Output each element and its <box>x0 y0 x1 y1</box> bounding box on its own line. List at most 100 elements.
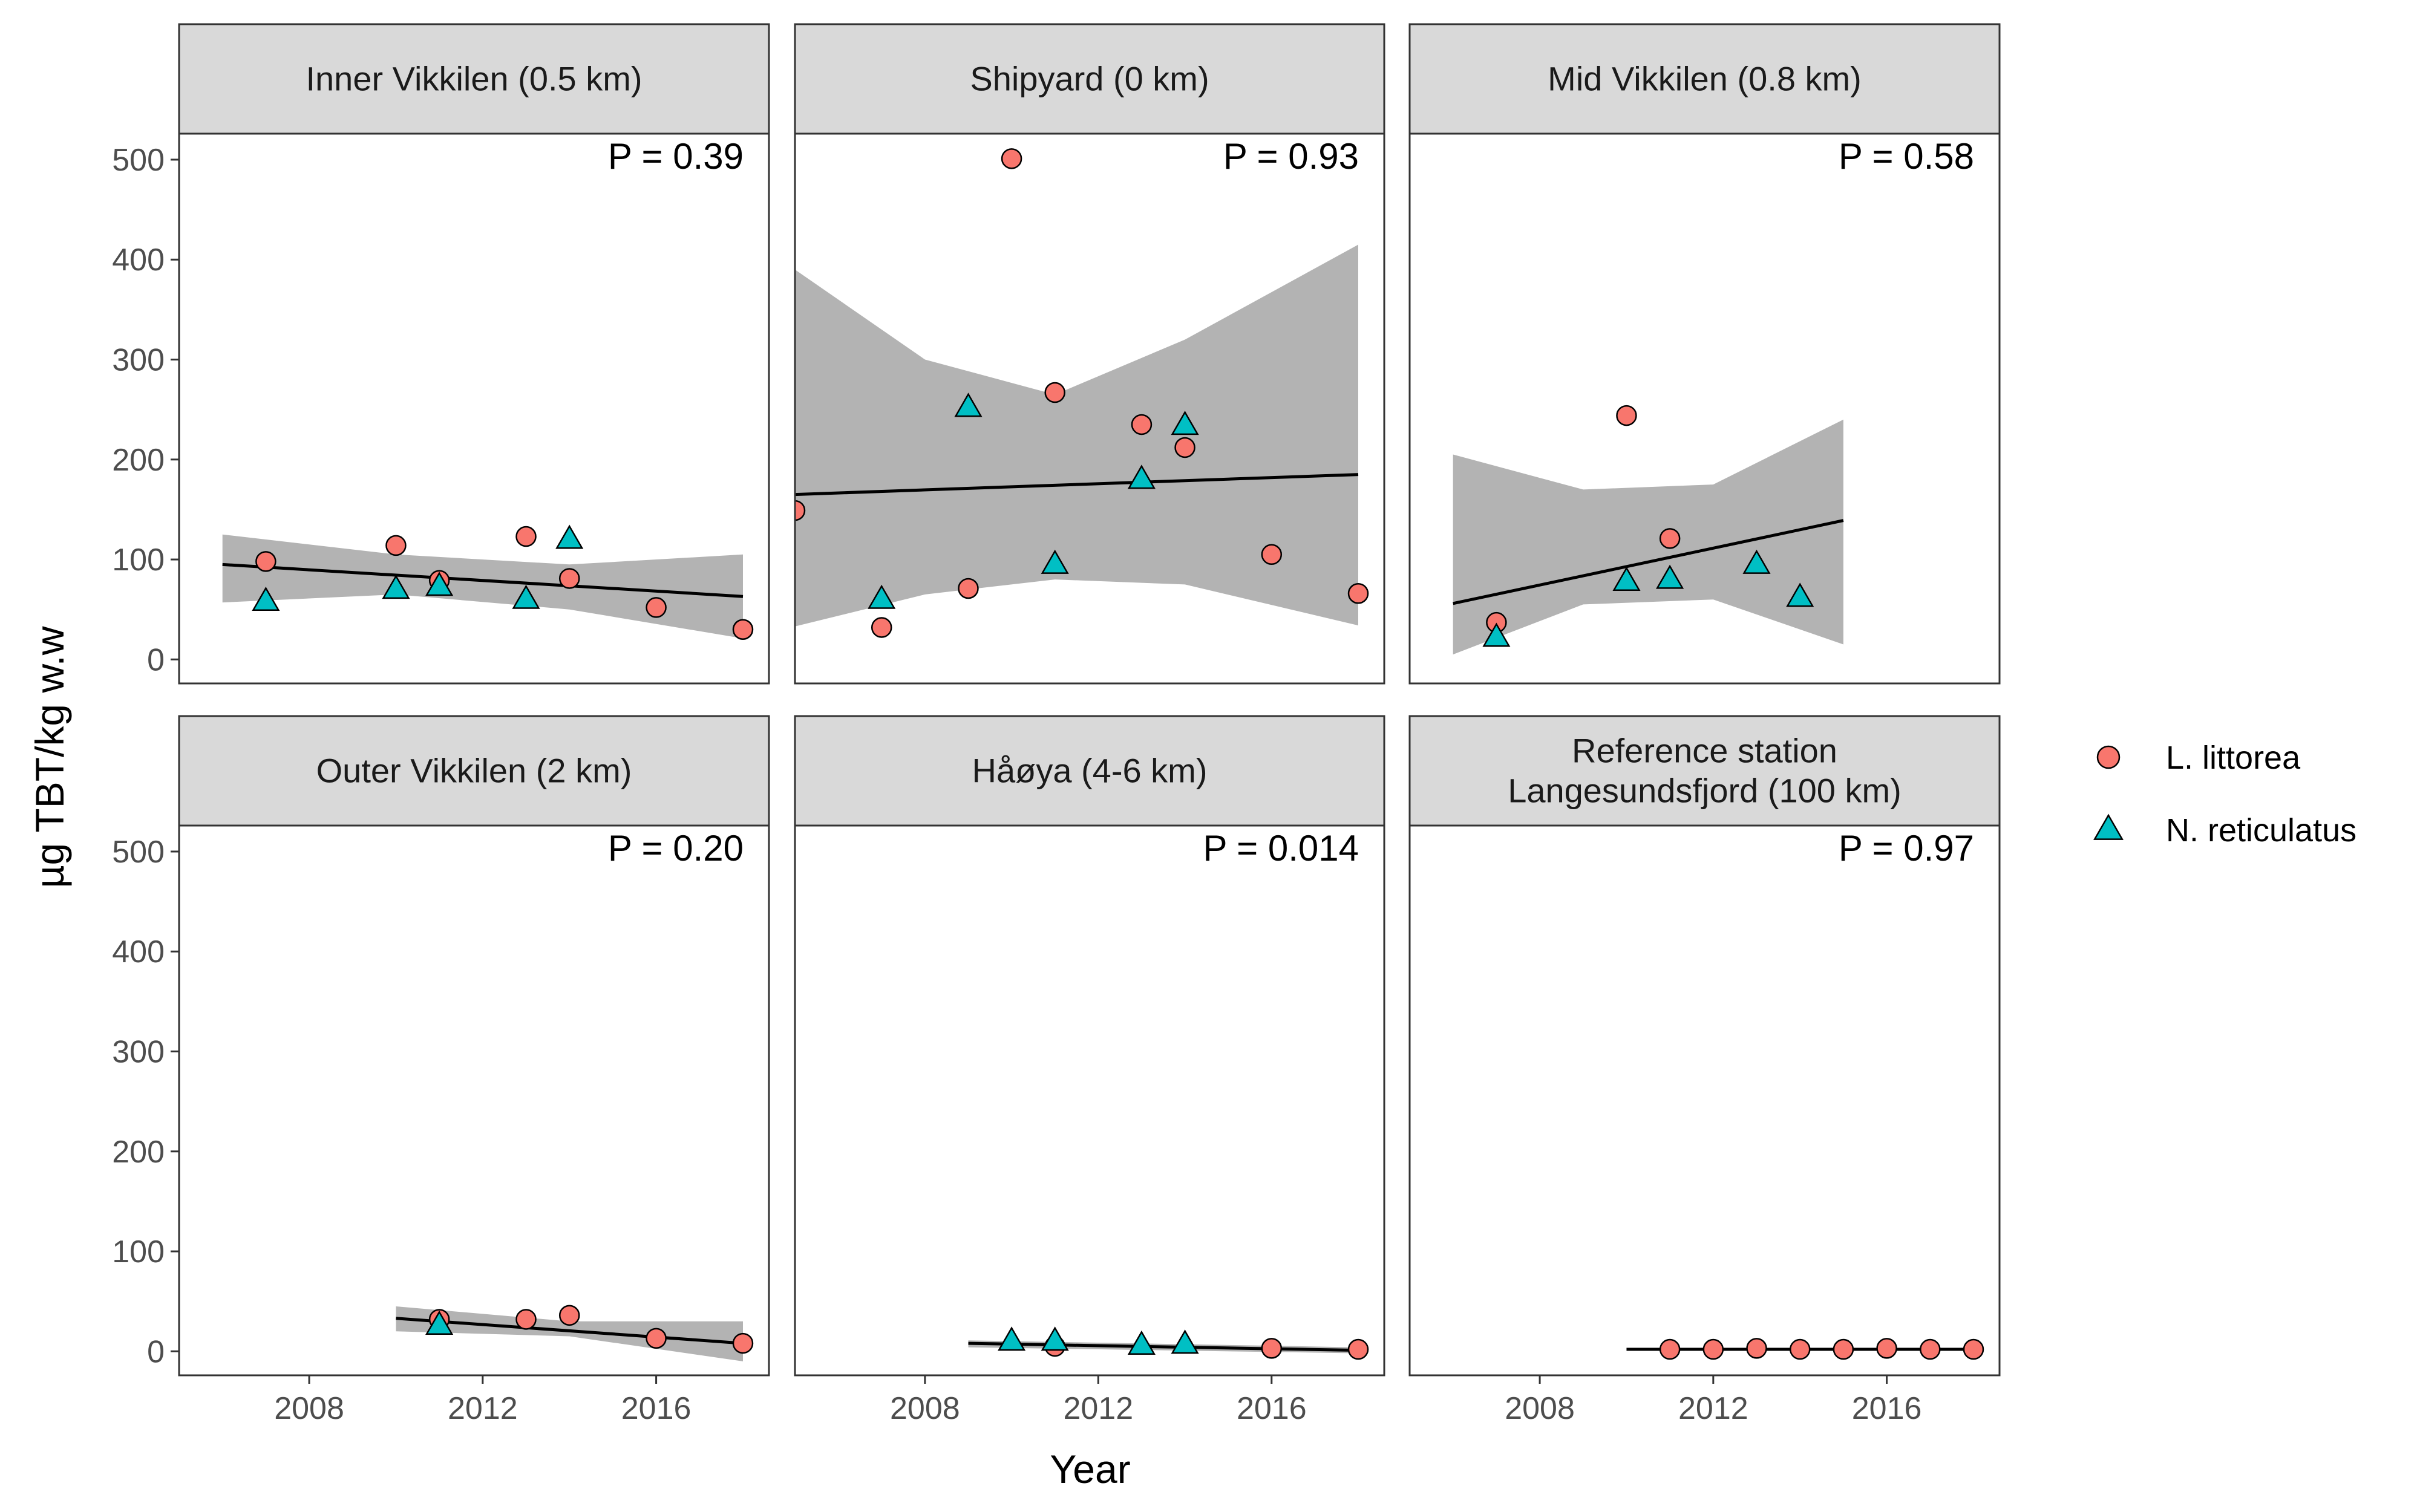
x-tick-label: 2008 <box>274 1391 344 1426</box>
panel-content <box>1453 405 1844 655</box>
data-point-l-littorea <box>1616 405 1637 426</box>
trend-line <box>396 1317 744 1345</box>
panel-content <box>1626 1338 1984 1360</box>
data-point-n-reticulatus <box>1171 411 1199 435</box>
data-point-l-littorea <box>1174 437 1195 458</box>
panel-title-line: Håøya (4-6 km) <box>972 752 1208 790</box>
y-tick-label: 0 <box>147 642 165 677</box>
panel-border <box>1408 824 2001 1377</box>
panel-title: Shipyard (0 km) <box>970 60 1209 98</box>
y-tick-label: 200 <box>112 1135 165 1170</box>
data-point-l-littorea <box>1001 148 1022 169</box>
data-point-n-reticulatus <box>1041 1326 1069 1351</box>
data-point-n-reticulatus <box>1127 464 1156 489</box>
panel-border <box>794 132 1385 685</box>
y-tick-label: 200 <box>112 443 165 478</box>
data-point-l-littorea <box>958 578 979 599</box>
data-point-l-littorea <box>1920 1338 1941 1360</box>
panel-strip <box>178 23 770 135</box>
legend-marker-circle <box>2096 745 2121 769</box>
data-point-n-reticulatus <box>1656 564 1684 589</box>
data-point-n-reticulatus <box>382 575 410 599</box>
data-point-n-reticulatus <box>1786 582 1814 607</box>
data-point-l-littorea <box>1659 1338 1681 1360</box>
data-point-l-littorea <box>646 1328 667 1349</box>
data-point-l-littorea <box>515 526 537 547</box>
panel-strip <box>794 715 1385 827</box>
data-point-l-littorea <box>1261 544 1283 565</box>
panel-title: Mid Vikkilen (0.8 km) <box>1548 60 1862 98</box>
panel-5: Håøya (4-6 km) P = 0.014 2008 2012 2016 <box>794 715 1385 1426</box>
p-value-label: P = 0.20 <box>608 828 744 868</box>
data-point-n-reticulatus <box>1041 549 1069 574</box>
x-tick-label: 2012 <box>1678 1391 1748 1426</box>
data-point-l-littorea <box>1702 1338 1724 1360</box>
confidence-band <box>222 534 743 639</box>
data-point-n-reticulatus <box>1742 549 1771 574</box>
legend: L. littorea N. reticulatus <box>2093 740 2356 849</box>
p-value-label: P = 0.39 <box>608 136 744 177</box>
data-point-l-littorea <box>558 1305 580 1326</box>
panel-2: Shipyard (0 km) P = 0.93 <box>794 23 1385 685</box>
data-point-l-littorea <box>1044 382 1065 403</box>
data-point-l-littorea <box>732 1332 754 1354</box>
panel-4: Outer Vikkilen (2 km) P = 0.20 0 100 200 300 4… <box>112 715 770 1426</box>
data-point-n-reticulatus <box>425 572 454 596</box>
panel-content <box>795 148 1369 638</box>
data-point-l-littorea <box>1131 414 1153 435</box>
panel-strip <box>1408 715 2001 827</box>
panel-1: Inner Vikkilen (0.5 km) P = 0.39 0 100 200 30… <box>112 23 770 685</box>
y-tick-label: 400 <box>112 934 165 969</box>
data-point-l-littorea <box>1789 1338 1811 1360</box>
data-point-l-littorea <box>646 597 667 618</box>
panel-border <box>794 824 1385 1377</box>
x-tick-label: 2012 <box>448 1391 518 1426</box>
y-tick-label: 300 <box>112 343 165 378</box>
data-point-n-reticulatus <box>512 584 540 609</box>
panel-border <box>178 132 770 685</box>
data-point-l-littorea <box>1963 1338 1984 1360</box>
panel-title-line: Shipyard (0 km) <box>970 60 1209 98</box>
data-point-l-littorea <box>871 617 892 638</box>
data-point-l-littorea <box>1261 1338 1283 1359</box>
y-tick-label: 300 <box>112 1035 165 1070</box>
trend-line <box>222 562 744 598</box>
data-point-l-littorea <box>558 568 580 589</box>
panel-title: Reference station Langesundsfjord (100 km… <box>1508 732 1902 810</box>
axis-labels: Year µg TBT/kg w.w <box>27 626 1131 1491</box>
data-point-n-reticulatus <box>425 1310 454 1335</box>
data-point-l-littorea <box>1746 1338 1767 1359</box>
data-point-n-reticulatus <box>252 586 280 611</box>
y-tick-label: 500 <box>112 835 165 870</box>
panel-border <box>1408 132 2001 685</box>
confidence-band <box>795 244 1358 627</box>
panel-strip <box>178 715 770 827</box>
x-tick-label: 2016 <box>1852 1391 1922 1426</box>
trend-line <box>968 1341 1359 1352</box>
x-tick-label: 2008 <box>1505 1391 1575 1426</box>
data-point-n-reticulatus <box>555 524 584 549</box>
x-tick-label: 2016 <box>621 1391 692 1426</box>
data-point-l-littorea <box>515 1309 537 1330</box>
panel-title: Håøya (4-6 km) <box>972 752 1208 790</box>
y-tick-label: 400 <box>112 243 165 278</box>
data-point-l-littorea <box>795 500 806 521</box>
data-point-n-reticulatus <box>1127 1330 1156 1355</box>
data-point-n-reticulatus <box>1171 1329 1199 1354</box>
data-point-n-reticulatus <box>998 1326 1026 1351</box>
panel-title-line: Outer Vikkilen (2 km) <box>316 752 632 790</box>
panel-title-line: Langesundsfjord (100 km) <box>1508 772 1902 810</box>
y-tick-label: 100 <box>112 1234 165 1269</box>
panel-strip <box>794 23 1385 135</box>
p-value-label: P = 0.014 <box>1203 828 1359 868</box>
data-point-l-littorea <box>732 619 754 640</box>
panel-title: Outer Vikkilen (2 km) <box>316 752 632 790</box>
p-value-label: P = 0.93 <box>1223 136 1359 177</box>
data-point-l-littorea <box>1659 528 1681 549</box>
data-point-l-littorea <box>1347 1338 1369 1360</box>
trend-line <box>795 473 1359 497</box>
panel-strip <box>1408 23 2001 135</box>
data-point-n-reticulatus <box>868 584 896 609</box>
y-tick-label: 0 <box>147 1334 165 1369</box>
chart-panels: Inner Vikkilen (0.5 km) P = 0.39 0 100 200 30… <box>112 23 2001 1426</box>
